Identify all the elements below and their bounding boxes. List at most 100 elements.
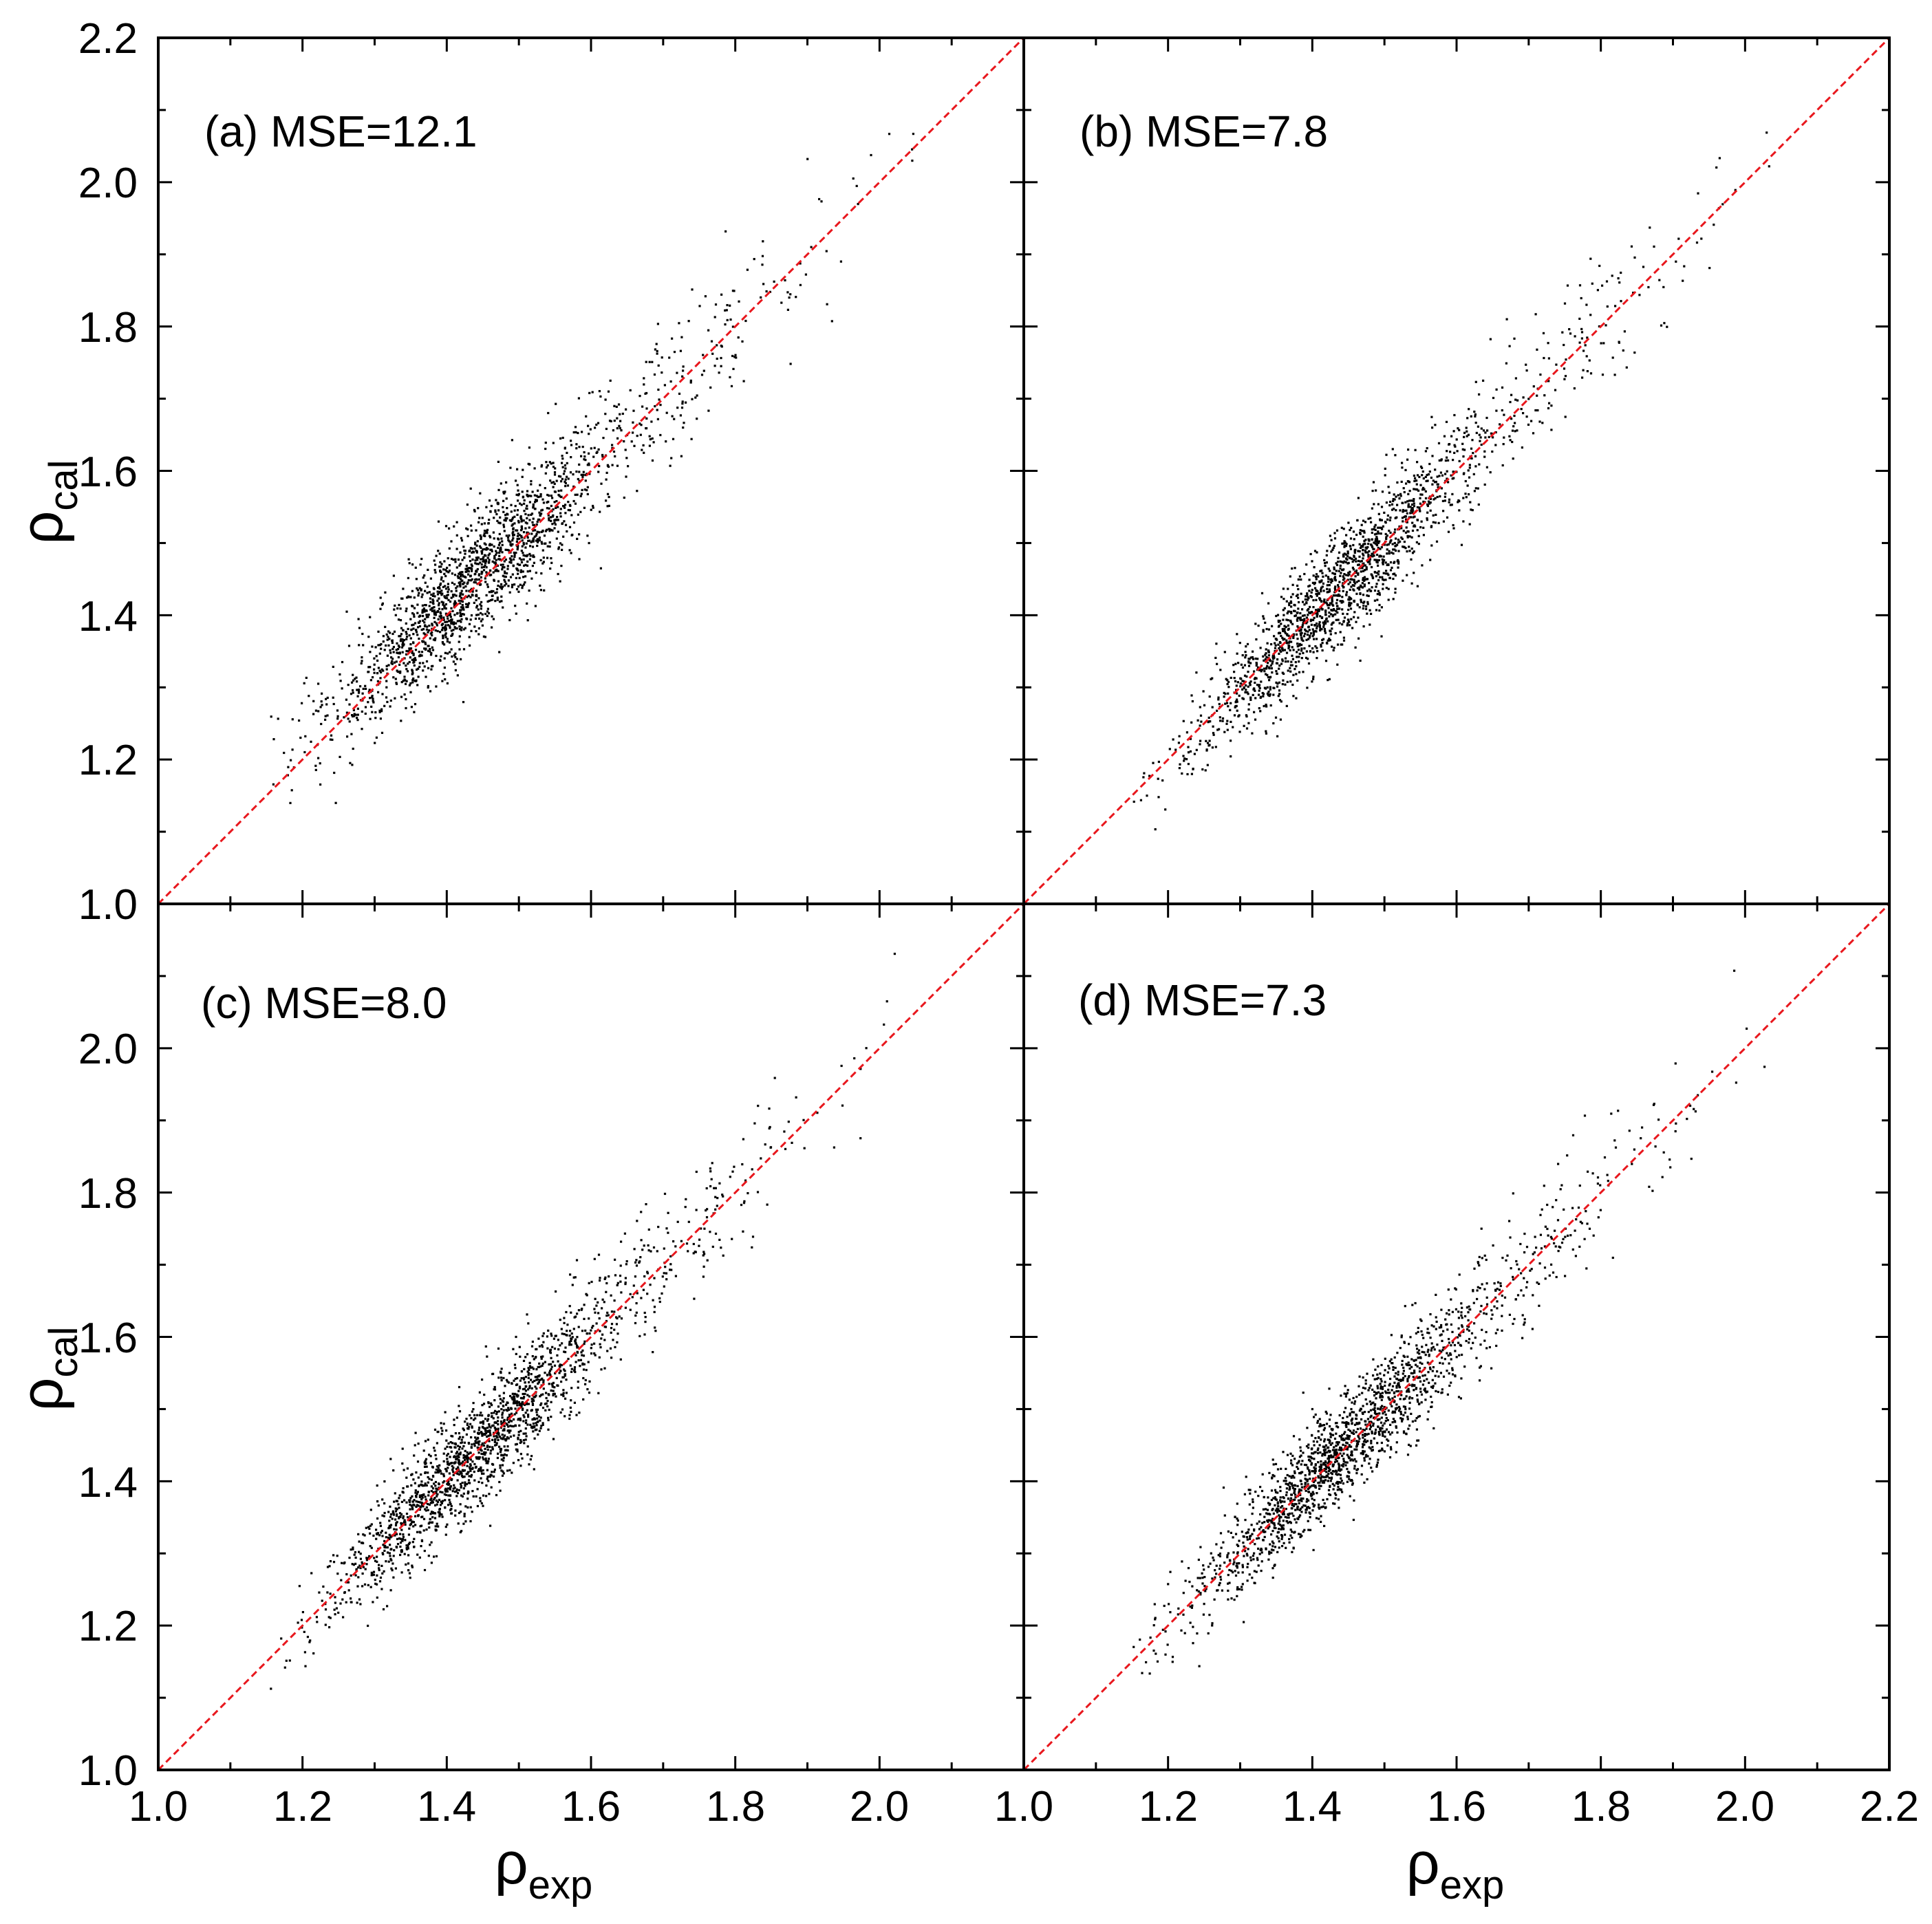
data-point bbox=[467, 594, 470, 597]
data-point bbox=[490, 504, 493, 508]
data-point bbox=[438, 615, 441, 618]
data-point bbox=[1589, 372, 1593, 375]
data-point bbox=[1413, 488, 1415, 490]
data-point bbox=[488, 561, 491, 563]
data-point bbox=[1633, 256, 1636, 259]
data-point bbox=[599, 1277, 601, 1279]
data-point bbox=[577, 1386, 579, 1389]
data-point bbox=[511, 583, 514, 586]
data-point bbox=[562, 1376, 565, 1379]
data-point bbox=[1466, 484, 1469, 487]
data-point bbox=[369, 1586, 372, 1588]
data-point bbox=[494, 1409, 497, 1412]
data-point bbox=[1181, 772, 1183, 775]
data-point bbox=[1367, 543, 1370, 545]
data-point bbox=[529, 554, 532, 557]
data-point bbox=[1502, 443, 1505, 446]
data-point bbox=[1337, 556, 1340, 559]
data-point bbox=[470, 614, 473, 617]
data-point bbox=[459, 573, 462, 576]
data-point bbox=[535, 572, 537, 574]
data-point bbox=[586, 486, 589, 488]
data-point bbox=[533, 1437, 536, 1440]
data-point bbox=[1410, 558, 1413, 561]
data-point bbox=[524, 1385, 527, 1387]
data-point bbox=[549, 1348, 552, 1351]
data-point bbox=[572, 431, 575, 434]
data-point bbox=[392, 1576, 395, 1579]
data-point bbox=[616, 427, 619, 430]
data-point bbox=[702, 369, 705, 372]
data-point bbox=[399, 1537, 402, 1540]
data-point bbox=[538, 518, 541, 521]
data-point bbox=[619, 1358, 622, 1361]
data-point bbox=[1351, 566, 1354, 569]
data-point bbox=[582, 471, 585, 473]
data-point bbox=[432, 592, 435, 595]
data-point bbox=[1265, 656, 1268, 658]
data-point bbox=[471, 578, 473, 581]
data-point bbox=[402, 643, 405, 646]
data-point bbox=[455, 521, 458, 523]
data-point bbox=[466, 583, 469, 585]
data-point bbox=[1381, 576, 1384, 579]
data-point bbox=[1291, 646, 1294, 649]
data-point bbox=[1318, 609, 1320, 612]
data-point bbox=[1413, 550, 1415, 553]
data-point bbox=[1276, 682, 1279, 685]
data-point bbox=[1363, 585, 1366, 587]
data-point bbox=[428, 1478, 431, 1480]
data-point bbox=[412, 677, 415, 680]
data-point bbox=[1320, 588, 1322, 591]
data-point bbox=[1385, 570, 1388, 572]
data-point bbox=[455, 587, 458, 590]
data-point bbox=[519, 1453, 522, 1456]
data-point bbox=[1378, 594, 1381, 596]
data-point bbox=[444, 574, 447, 578]
data-point bbox=[1370, 521, 1373, 523]
data-point bbox=[1296, 633, 1298, 636]
panel-a-points bbox=[270, 133, 914, 804]
data-point bbox=[625, 475, 627, 478]
data-point bbox=[1658, 279, 1661, 281]
data-point bbox=[486, 610, 489, 613]
data-point bbox=[603, 1339, 606, 1341]
data-point bbox=[644, 392, 647, 395]
data-point bbox=[477, 627, 480, 630]
data-point bbox=[512, 1462, 515, 1464]
data-point bbox=[515, 588, 519, 591]
data-point bbox=[455, 1452, 458, 1455]
data-point bbox=[486, 1448, 489, 1451]
data-point bbox=[500, 1458, 503, 1461]
data-point bbox=[553, 1386, 556, 1389]
data-point bbox=[1409, 506, 1412, 508]
data-point bbox=[1334, 585, 1337, 588]
data-point bbox=[507, 585, 510, 587]
data-point bbox=[599, 1330, 601, 1332]
data-point bbox=[524, 1422, 528, 1425]
data-point bbox=[1604, 324, 1607, 327]
data-point bbox=[473, 581, 475, 584]
data-point bbox=[577, 513, 579, 516]
data-point bbox=[425, 1506, 428, 1509]
data-point bbox=[442, 585, 444, 588]
data-point bbox=[398, 1506, 400, 1509]
data-point bbox=[1370, 612, 1373, 615]
data-point bbox=[1252, 693, 1254, 696]
data-point bbox=[1273, 687, 1276, 689]
data-point bbox=[1334, 588, 1337, 592]
data-point bbox=[1179, 763, 1181, 766]
data-point bbox=[1157, 777, 1159, 780]
data-point bbox=[463, 1515, 466, 1517]
data-point bbox=[290, 789, 293, 792]
data-point bbox=[1226, 720, 1229, 722]
data-point bbox=[569, 471, 572, 474]
data-point bbox=[629, 389, 632, 391]
data-point bbox=[580, 473, 583, 476]
data-point bbox=[374, 1579, 376, 1581]
data-point bbox=[477, 521, 480, 523]
data-point bbox=[489, 510, 492, 513]
data-point bbox=[1282, 629, 1285, 632]
data-point bbox=[1534, 313, 1537, 316]
data-point bbox=[442, 618, 445, 621]
